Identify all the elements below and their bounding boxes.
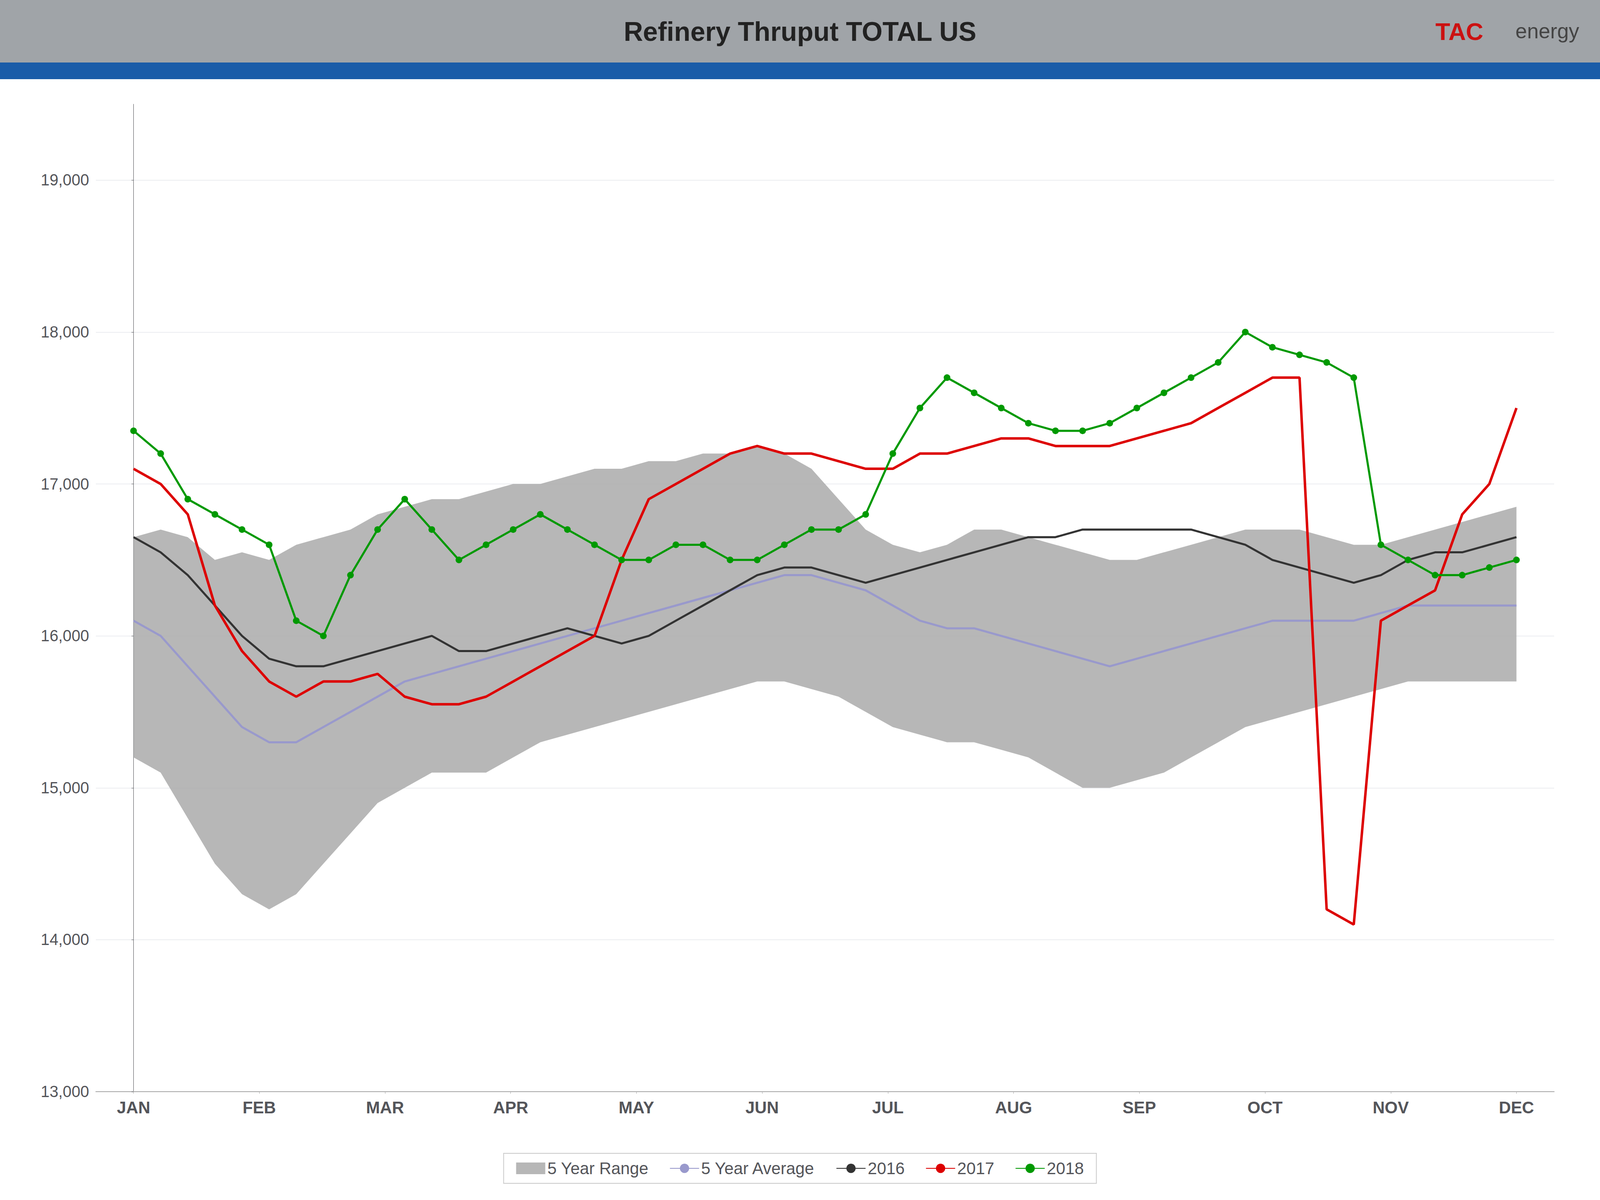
- svg-text:16,000: 16,000: [40, 627, 90, 645]
- svg-text:15,000: 15,000: [40, 779, 90, 797]
- svg-text:JUL: JUL: [872, 1098, 904, 1117]
- svg-text:14,000: 14,000: [40, 930, 90, 949]
- svg-text:5 Year Range: 5 Year Range: [547, 1159, 649, 1178]
- svg-text:JAN: JAN: [117, 1098, 151, 1117]
- svg-text:13,000: 13,000: [40, 1082, 90, 1101]
- svg-text:2018: 2018: [1046, 1159, 1084, 1178]
- svg-text:NOV: NOV: [1372, 1098, 1409, 1117]
- svg-text:17,000: 17,000: [40, 475, 90, 493]
- svg-text:SEP: SEP: [1122, 1098, 1156, 1117]
- svg-text:2016: 2016: [867, 1159, 905, 1178]
- svg-text:Refinery Thruput TOTAL US: Refinery Thruput TOTAL US: [623, 16, 977, 47]
- svg-text:JUN: JUN: [745, 1098, 779, 1117]
- svg-text:5 Year Average: 5 Year Average: [701, 1159, 815, 1178]
- svg-text:APR: APR: [492, 1098, 529, 1117]
- svg-text:18,000: 18,000: [40, 323, 90, 341]
- svg-text:MAY: MAY: [618, 1098, 655, 1117]
- svg-text:DEC: DEC: [1498, 1098, 1534, 1117]
- svg-text:MAR: MAR: [365, 1098, 404, 1117]
- svg-text:AUG: AUG: [995, 1098, 1033, 1117]
- svg-text:2017: 2017: [957, 1159, 995, 1178]
- svg-text:OCT: OCT: [1247, 1098, 1283, 1117]
- svg-text:FEB: FEB: [242, 1098, 276, 1117]
- svg-text:TAC: TAC: [1435, 17, 1484, 45]
- svg-text:19,000: 19,000: [40, 171, 90, 189]
- svg-text:energy: energy: [1515, 19, 1580, 43]
